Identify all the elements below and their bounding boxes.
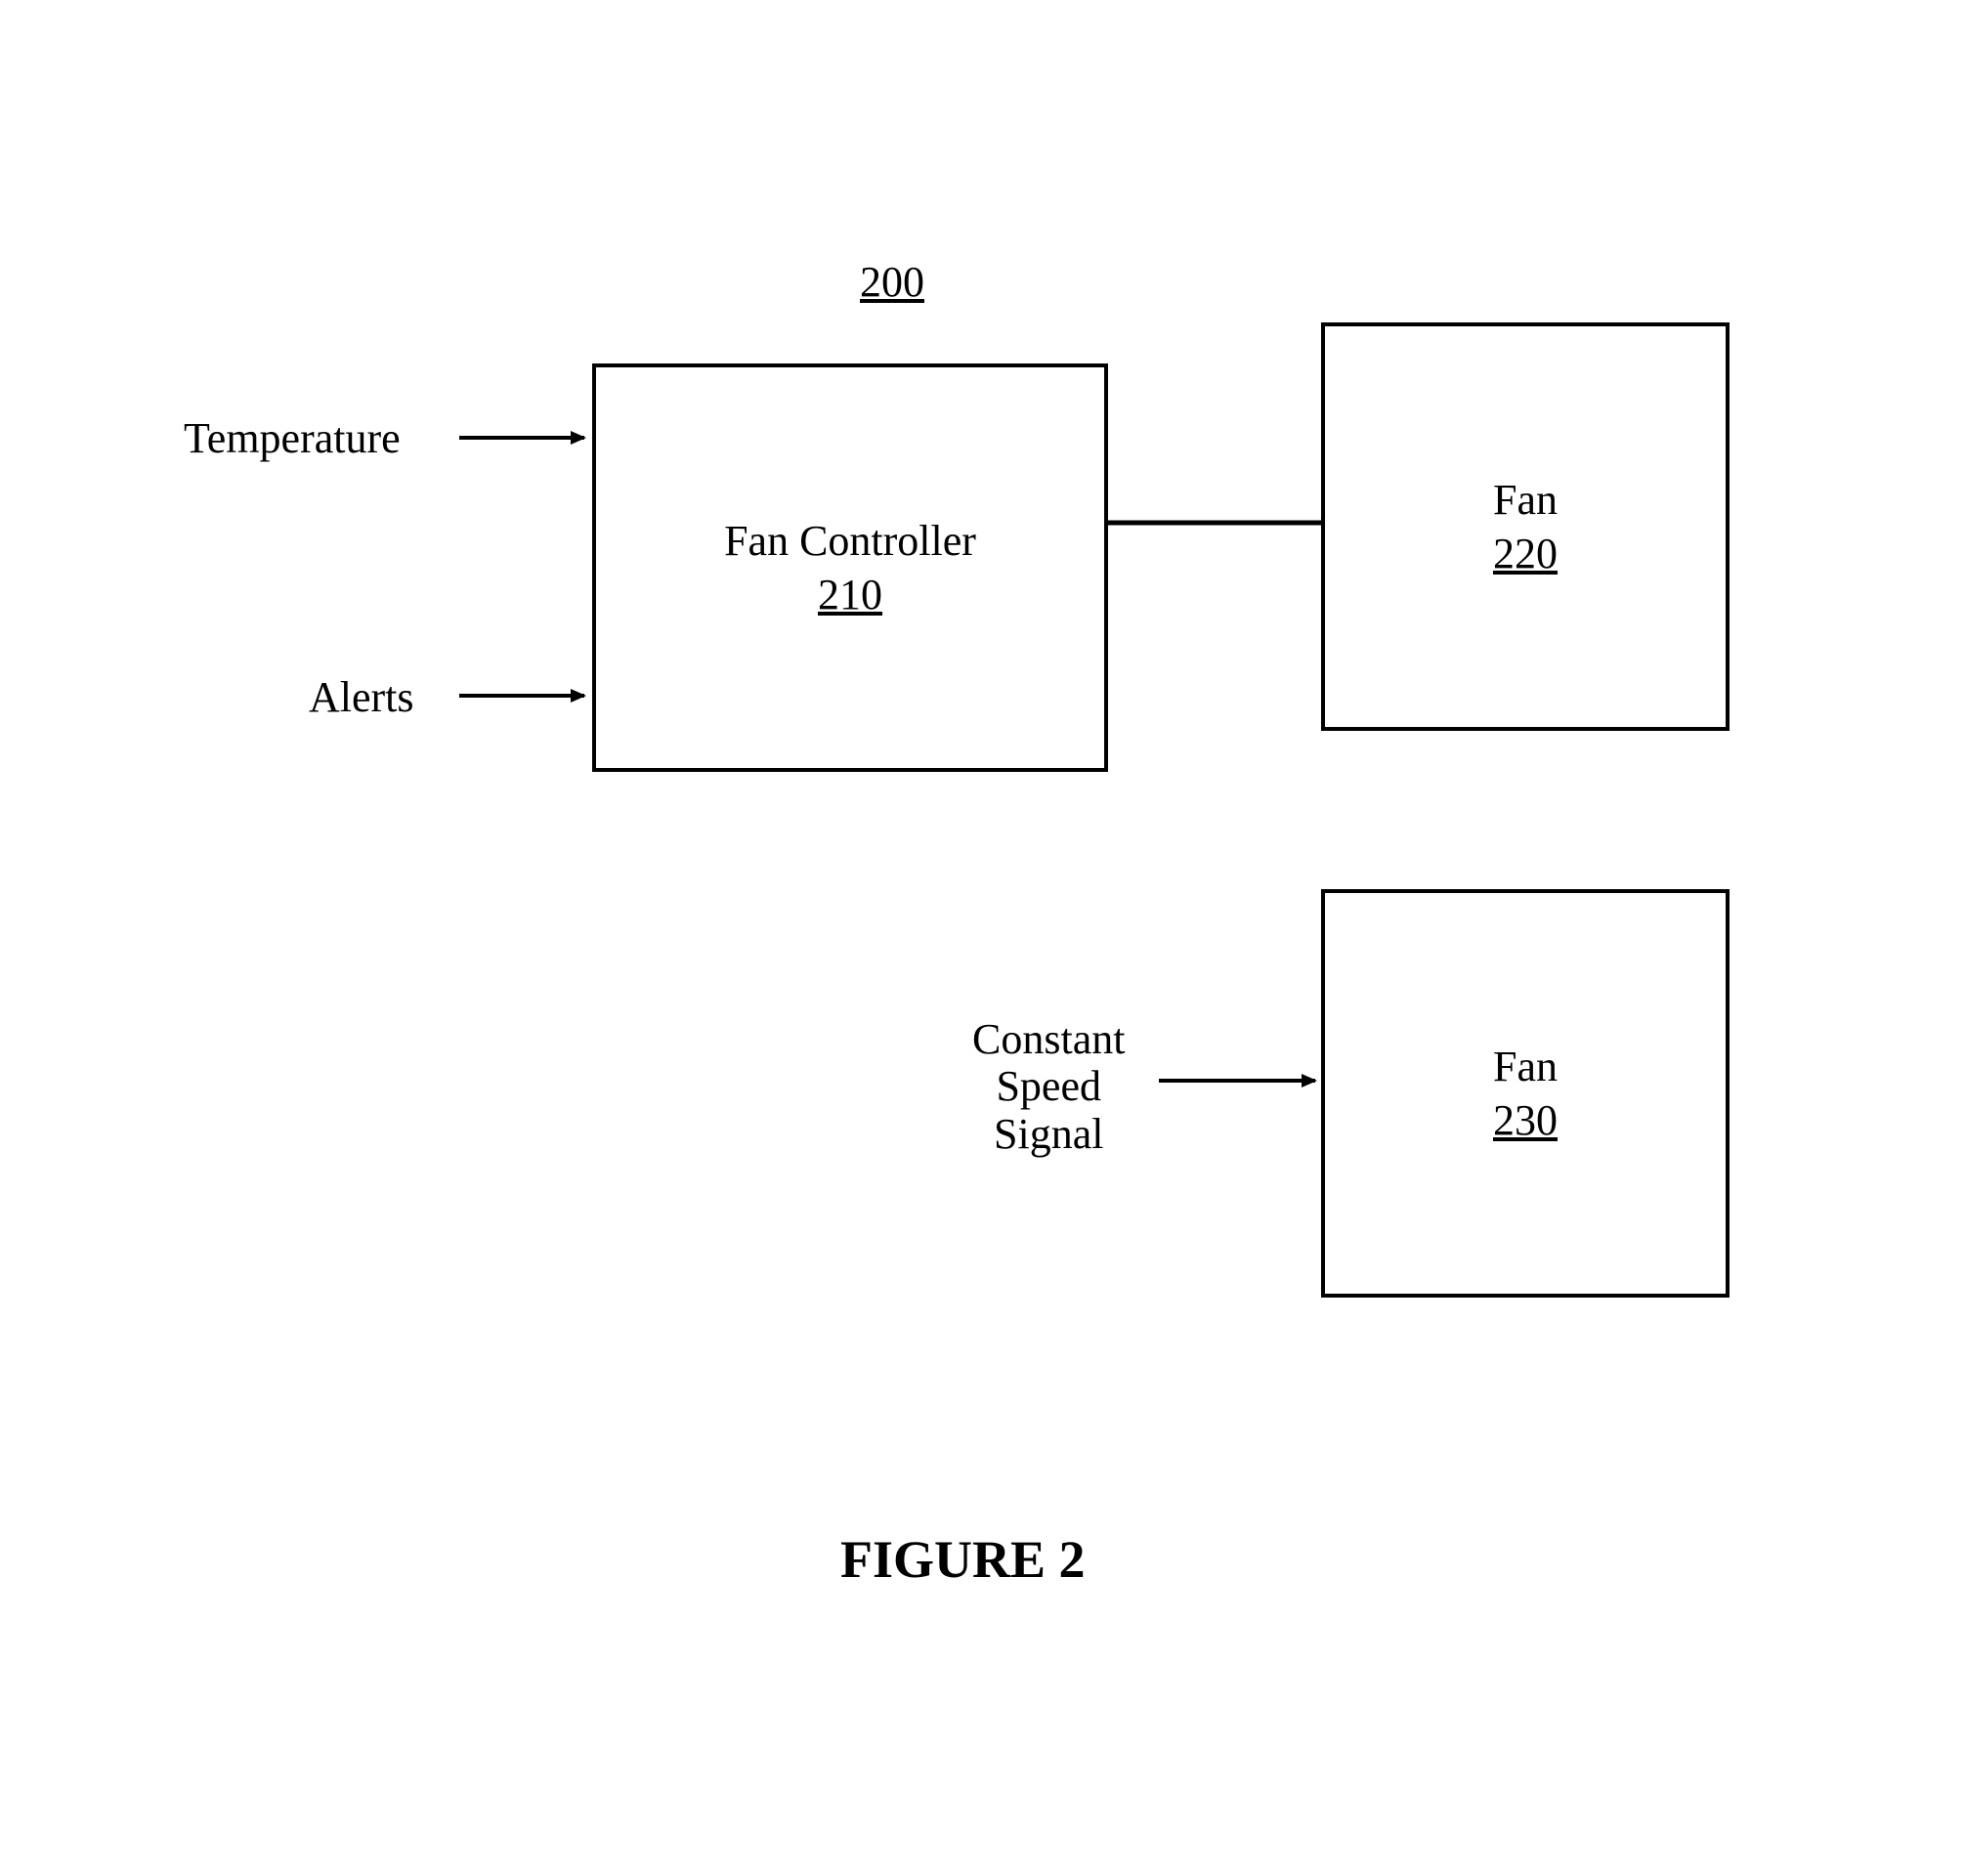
figure-caption-text: FIGURE 2 — [840, 1530, 1086, 1589]
arrows-svg — [0, 0, 1965, 1876]
figure-caption: FIGURE 2 — [840, 1529, 1086, 1590]
